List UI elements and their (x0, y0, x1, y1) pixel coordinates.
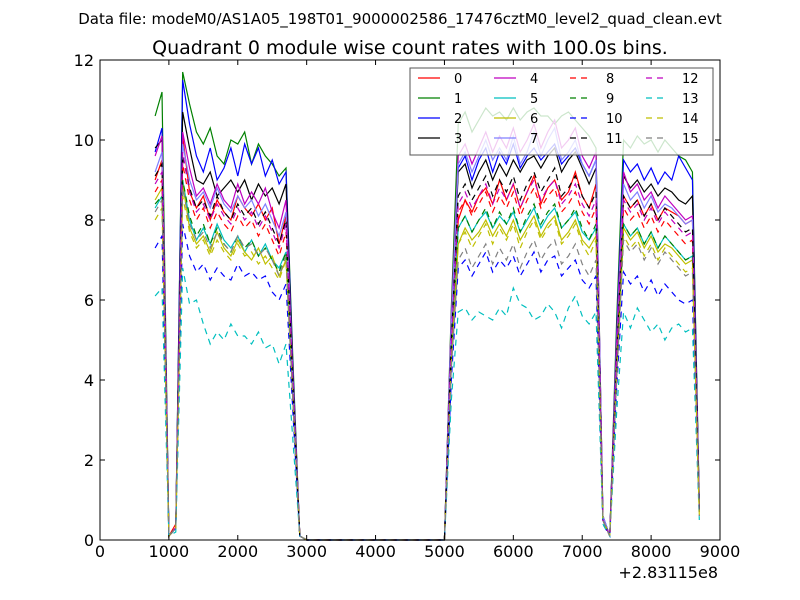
legend-label-12: 12 (682, 72, 699, 87)
series-line-3 (154, 111, 700, 541)
series-line-7 (154, 126, 700, 541)
legend-label-5: 5 (530, 92, 538, 107)
y-tick-label: 6 (84, 291, 94, 310)
legend-label-8: 8 (606, 72, 614, 87)
y-tick-label: 12 (74, 51, 94, 70)
series-line-15 (154, 187, 700, 541)
series-layer (154, 71, 700, 541)
legend-box (409, 67, 714, 156)
series-line-6 (154, 183, 700, 541)
x-tick-label: 3000 (286, 542, 327, 561)
x-tick-label: 6000 (493, 542, 534, 561)
legend-label-13: 13 (682, 92, 699, 107)
series-line-9 (154, 179, 700, 541)
chart-suptitle: Data file: modeM0/AS1A05_198T01_90000025… (78, 10, 722, 29)
x-tick-label: 4000 (355, 542, 396, 561)
x-offset-label: +2.83115e8 (618, 563, 718, 582)
x-tick-label: 1000 (149, 542, 190, 561)
legend-label-3: 3 (454, 132, 462, 147)
x-tick-label: 2000 (217, 542, 258, 561)
legend-label-9: 9 (606, 92, 614, 107)
y-tick-label: 4 (84, 371, 94, 390)
legend-label-1: 1 (454, 92, 462, 107)
legend-label-4: 4 (530, 72, 538, 87)
series-line-13 (154, 267, 700, 541)
x-tick-label: 7000 (562, 542, 603, 561)
legend-label-2: 2 (454, 112, 462, 127)
chart-title: Quadrant 0 module wise count rates with … (152, 37, 668, 59)
legend-label-0: 0 (454, 72, 462, 87)
legend-label-11: 11 (606, 132, 623, 147)
legend-label-7: 7 (530, 132, 538, 147)
series-line-8 (154, 163, 700, 541)
series-line-5 (154, 179, 700, 541)
x-axis: 0 1000 2000 3000 4000 5000 6000 7000 8000 9000 (95, 60, 740, 561)
legend-label-15: 15 (682, 132, 699, 147)
x-tick-label: 5000 (424, 542, 465, 561)
series-line-14 (154, 195, 700, 541)
y-tick-label: 0 (84, 531, 94, 550)
y-tick-label: 10 (74, 131, 94, 150)
legend-label-14: 14 (682, 112, 699, 127)
series-line-12 (154, 151, 700, 541)
series-line-10 (154, 223, 700, 541)
y-tick-label: 2 (84, 451, 94, 470)
series-line-2 (154, 79, 700, 541)
x-tick-label: 0 (95, 542, 105, 561)
series-line-11 (154, 155, 700, 541)
legend-label-10: 10 (606, 112, 623, 127)
x-tick-label: 8000 (631, 542, 672, 561)
y-tick-label: 8 (84, 211, 94, 230)
legend-label-6: 6 (530, 112, 538, 127)
x-tick-label: 9000 (700, 542, 741, 561)
